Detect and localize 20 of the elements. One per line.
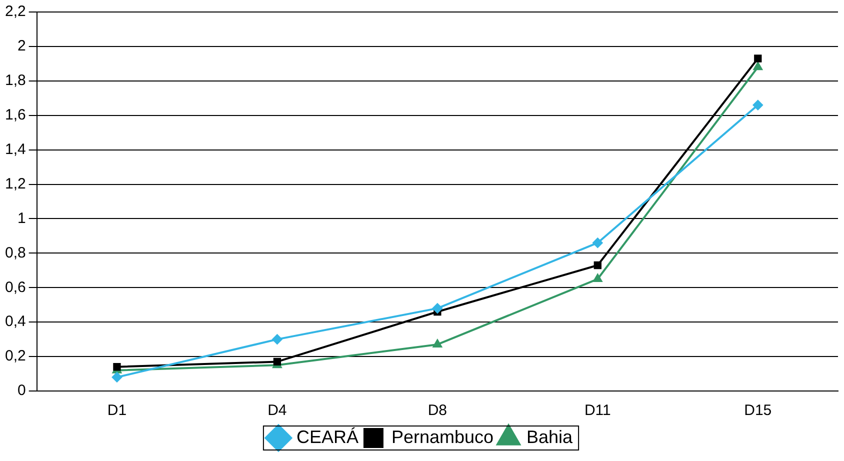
y-tick-label: 0,4 <box>4 313 26 330</box>
legend-label: Bahia <box>526 426 574 447</box>
y-tick-label: 1,2 <box>4 175 26 192</box>
y-tick-label: 0,8 <box>4 244 26 262</box>
x-tick-label: D15 <box>744 402 772 420</box>
y-tick-label: 0 <box>18 382 26 400</box>
x-tick-label: D1 <box>107 402 127 420</box>
y-tick-label: 1,6 <box>4 106 26 124</box>
x-tick-label: D11 <box>584 402 611 420</box>
y-tick-label: 2 <box>18 38 26 55</box>
y-tick-label: 1,4 <box>4 140 26 158</box>
x-tick-label: D4 <box>268 402 287 420</box>
y-tick-label: 1 <box>18 210 26 227</box>
x-tick-label: D8 <box>428 402 448 420</box>
y-tick-label: 0,6 <box>4 278 26 296</box>
legend-label: Pernambuco <box>391 426 494 447</box>
y-tick-label: 1,8 <box>4 72 26 90</box>
y-tick-label: 0,2 <box>4 348 26 365</box>
legend-label: CEARÁ <box>296 426 358 447</box>
y-tick-label: 2,2 <box>4 3 26 20</box>
